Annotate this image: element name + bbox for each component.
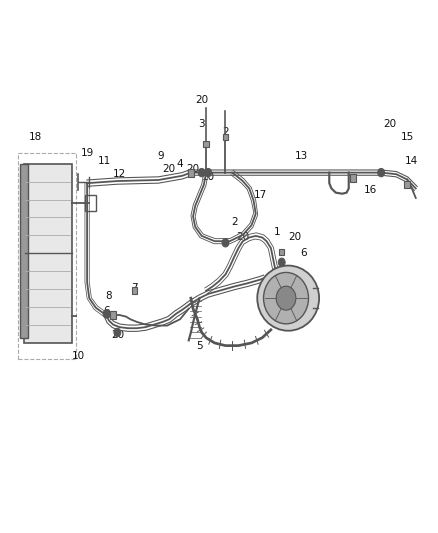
Text: 4: 4 [177, 159, 184, 168]
Bar [85, 195, 96, 211]
Text: 20: 20 [111, 330, 124, 340]
Text: 12: 12 [113, 169, 126, 179]
Circle shape [114, 328, 121, 337]
Text: 9: 9 [157, 151, 164, 161]
Text: 5: 5 [196, 341, 203, 351]
Text: 18: 18 [28, 132, 42, 142]
Text: 16: 16 [364, 185, 377, 195]
Bar [20, 164, 28, 338]
Circle shape [378, 168, 385, 177]
Text: 1: 1 [274, 227, 281, 237]
Text: 20: 20 [236, 232, 249, 243]
Ellipse shape [276, 286, 296, 310]
Circle shape [103, 310, 110, 318]
Bar [203, 141, 208, 147]
Text: 20: 20 [195, 95, 208, 106]
Bar [110, 311, 116, 319]
Text: 20: 20 [383, 119, 396, 129]
Text: 10: 10 [201, 172, 215, 182]
Circle shape [205, 168, 212, 177]
Text: 19: 19 [81, 148, 94, 158]
Circle shape [198, 168, 205, 177]
Text: 7: 7 [131, 282, 138, 293]
Circle shape [278, 258, 285, 266]
Text: 6: 6 [300, 248, 307, 259]
Ellipse shape [257, 265, 319, 330]
Text: 6: 6 [103, 306, 110, 316]
Bar [279, 248, 284, 255]
Bar [187, 168, 194, 176]
Bar [132, 287, 138, 294]
Text: 20: 20 [288, 232, 301, 243]
Text: 2: 2 [222, 127, 229, 137]
Text: 10: 10 [72, 351, 85, 361]
Bar [350, 174, 356, 182]
Ellipse shape [264, 272, 308, 324]
Text: 13: 13 [294, 151, 308, 161]
Bar [223, 134, 228, 140]
Text: 8: 8 [106, 290, 112, 301]
Text: 14: 14 [405, 156, 418, 166]
Text: 20: 20 [187, 164, 200, 174]
Circle shape [222, 239, 229, 247]
Text: 17: 17 [254, 190, 267, 200]
Bar [404, 181, 410, 188]
Text: 2: 2 [231, 217, 237, 227]
Text: 3: 3 [198, 119, 205, 129]
Text: 15: 15 [400, 132, 414, 142]
Bar [25, 164, 72, 343]
Text: 11: 11 [98, 156, 111, 166]
Text: 20: 20 [162, 164, 176, 174]
